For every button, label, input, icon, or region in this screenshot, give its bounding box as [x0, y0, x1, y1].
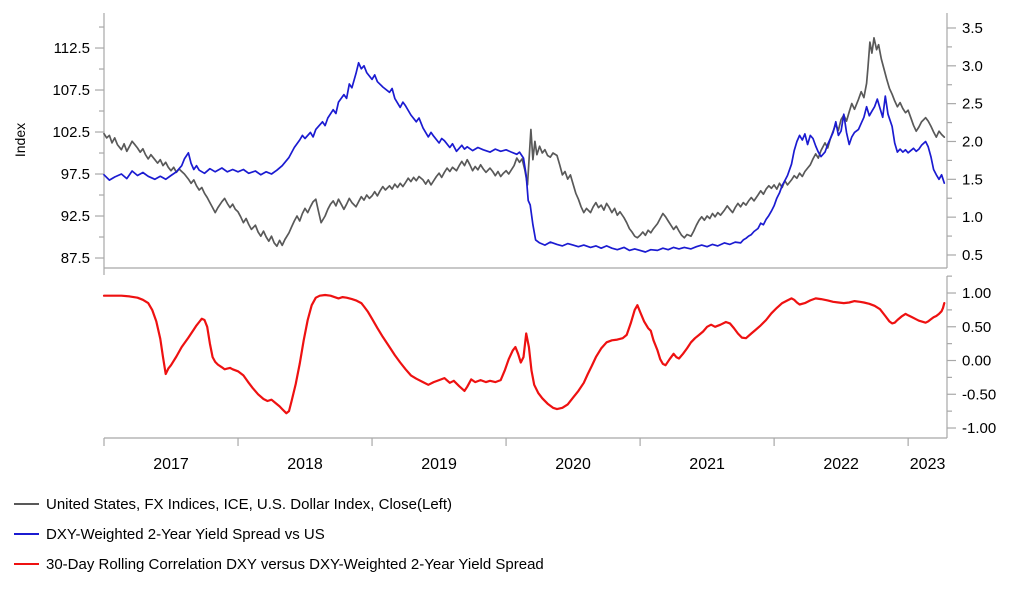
- svg-text:2022: 2022: [823, 456, 859, 473]
- svg-text:-1.00: -1.00: [962, 420, 996, 437]
- svg-text:0.50: 0.50: [962, 319, 991, 336]
- svg-text:87.5: 87.5: [61, 250, 90, 267]
- svg-text:107.5: 107.5: [52, 82, 90, 99]
- svg-text:1.0: 1.0: [962, 209, 983, 226]
- svg-text:2023: 2023: [910, 456, 946, 473]
- legend-label-correlation: 30-Day Rolling Correlation DXY versus DX…: [46, 555, 544, 573]
- svg-text:2.5: 2.5: [962, 96, 983, 113]
- svg-text:97.5: 97.5: [61, 166, 90, 183]
- legend-swatch-blue-line: [14, 533, 39, 535]
- svg-text:1.5: 1.5: [962, 171, 983, 188]
- legend-item-spread: DXY-Weighted 2-Year Yield Spread vs US: [14, 519, 544, 549]
- legend-swatch-red-line: [14, 563, 39, 565]
- legend-label-dxy: United States, FX Indices, ICE, U.S. Dol…: [46, 495, 452, 513]
- svg-text:0.00: 0.00: [962, 353, 991, 370]
- svg-text:1.00: 1.00: [962, 285, 991, 302]
- svg-text:2021: 2021: [689, 456, 725, 473]
- svg-text:2019: 2019: [421, 456, 457, 473]
- legend-item-correlation: 30-Day Rolling Correlation DXY versus DX…: [14, 549, 544, 579]
- legend-item-dxy: United States, FX Indices, ICE, U.S. Dol…: [14, 489, 544, 519]
- svg-text:3.5: 3.5: [962, 20, 983, 37]
- svg-text:2020: 2020: [555, 456, 591, 473]
- svg-text:102.5: 102.5: [52, 124, 90, 141]
- svg-text:2.0: 2.0: [962, 133, 983, 150]
- svg-text:2017: 2017: [153, 456, 189, 473]
- svg-text:0.5: 0.5: [962, 247, 983, 264]
- legend-label-spread: DXY-Weighted 2-Year Yield Spread vs US: [46, 525, 325, 543]
- legend-swatch-gray-line: [14, 503, 39, 505]
- svg-text:112.5: 112.5: [54, 40, 90, 57]
- svg-text:2018: 2018: [287, 456, 323, 473]
- svg-text:-0.50: -0.50: [962, 386, 996, 403]
- svg-text:Index: Index: [12, 123, 28, 157]
- chart-legend: United States, FX Indices, ICE, U.S. Dol…: [14, 489, 544, 579]
- chart-canvas: 112.5 107.5 102.5 97.5 92.5 87.5 Index 3.5 3.0 2.…: [12, 13, 996, 473]
- svg-text:92.5: 92.5: [61, 208, 90, 225]
- svg-text:3.0: 3.0: [962, 58, 983, 75]
